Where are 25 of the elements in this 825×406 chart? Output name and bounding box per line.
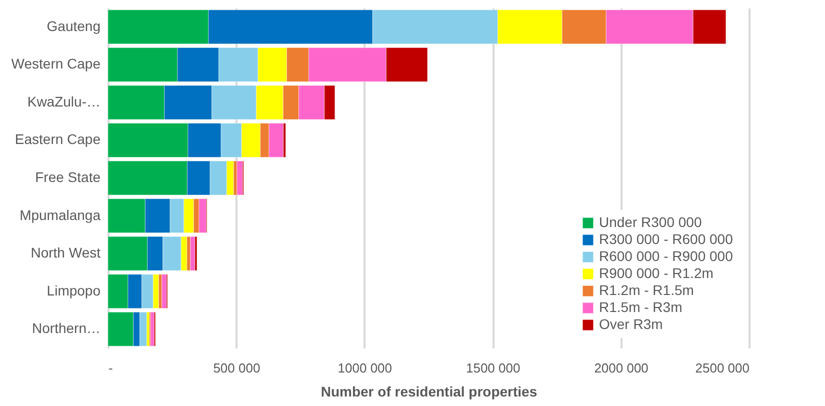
y-tick-label: Eastern Cape [14, 131, 101, 148]
y-tick-label: Free State [35, 169, 101, 185]
bar [236, 160, 243, 196]
legend-label: Under R300 000 [599, 214, 702, 230]
x-tick-label: 1000 000 [338, 360, 392, 376]
legend-label: R900 000 - R1.2m [599, 265, 714, 281]
y-tick-label: KwaZulu-… [27, 93, 100, 110]
y-tick-label: Northern… [32, 320, 100, 336]
x-tick-label: 2000 000 [594, 360, 648, 376]
y-tick-label: Western Cape [11, 56, 101, 72]
x-axis-title: Number of residential properties [320, 384, 538, 400]
x-tick-label: 2500 000 [695, 360, 750, 376]
x-tick-label: 500 000 [213, 360, 260, 376]
legend-label: R300 000 - R600 000 [599, 231, 734, 247]
y-tick-label: Gauteng [46, 18, 100, 34]
y-tick-label: North West [30, 244, 101, 261]
x-tick-label: - [108, 360, 113, 376]
legend-label: R1.2m - R1.5m [599, 282, 694, 298]
legend-label: Over R3m [599, 316, 663, 332]
x-tick-label: 1500 000 [466, 360, 520, 376]
y-tick-label: Limpopo [46, 282, 101, 298]
y-tick-label: Mpumalanga [20, 206, 101, 223]
bar [150, 312, 154, 346]
legend-label: R600 000 - R900 000 [599, 248, 734, 264]
legend-label: R1.5m - R3m [599, 299, 682, 315]
